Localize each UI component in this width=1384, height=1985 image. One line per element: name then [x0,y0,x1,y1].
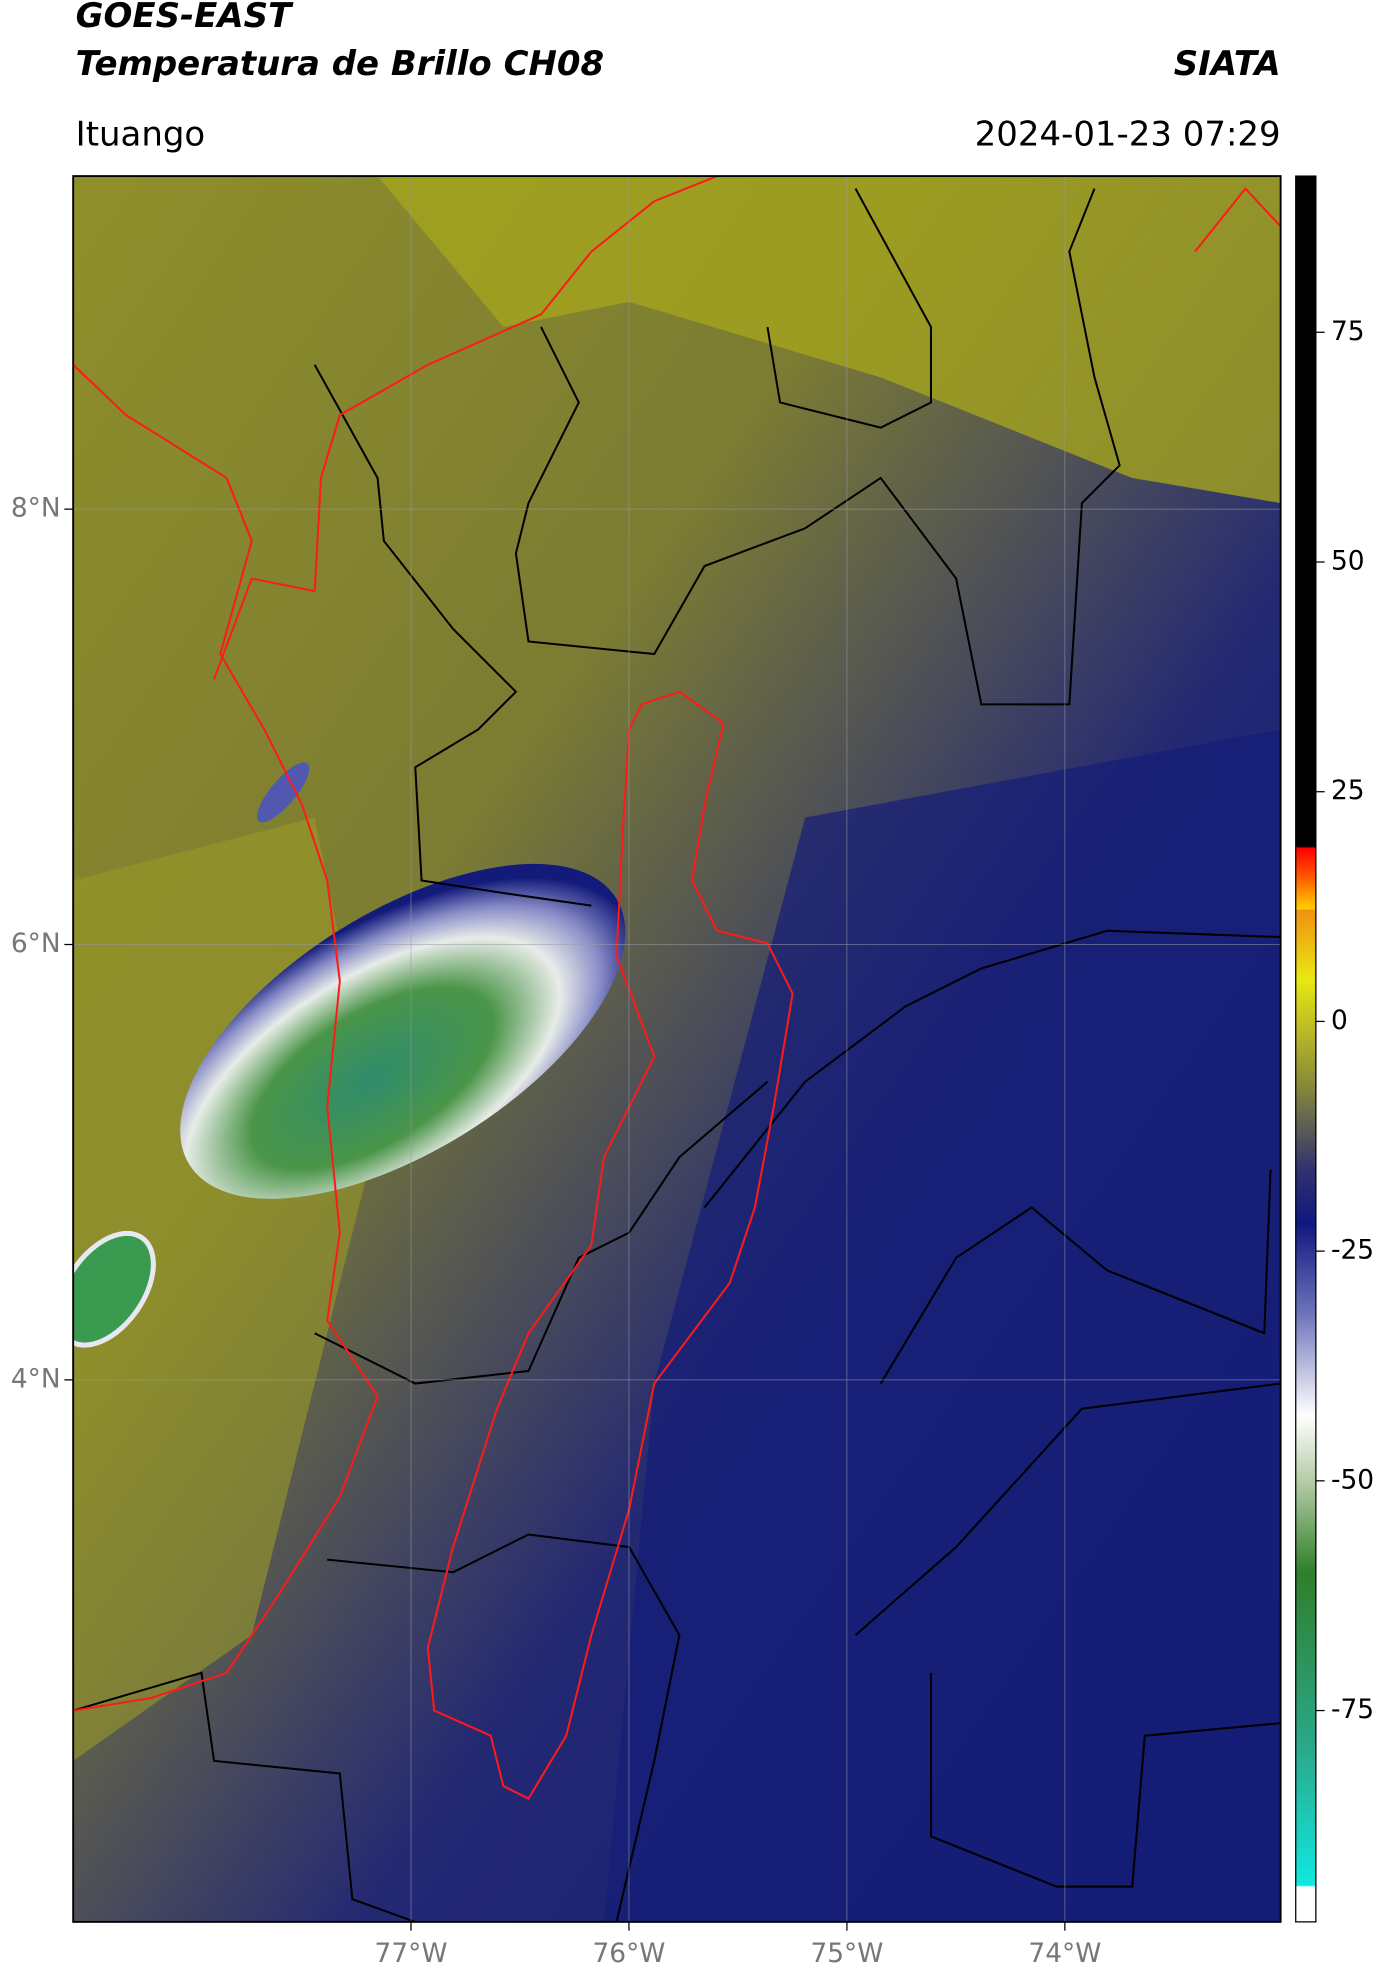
x-tick-label: 75°W [810,1938,883,1969]
warm-region [377,176,1281,504]
colorbar-tick-label: 50 [1331,546,1365,577]
colorbar-tick-label: -75 [1331,1694,1374,1725]
y-tick-label: 8°N [11,493,61,524]
x-tick-label: 74°W [1028,1938,1101,1969]
region-borders [73,176,1281,1800]
y-tick-label: 6°N [11,928,61,959]
map-frame [72,175,1282,1923]
colorbar-tick-label: -25 [1331,1235,1374,1266]
location: Ituango [76,114,206,154]
datetime: 2024-01-23 07:29 [975,114,1281,154]
title: GOES-EAST [76,0,294,36]
cloud-cell [257,762,310,823]
cloud-cell [73,1230,156,1348]
colorbar-tick-label: 0 [1331,1005,1348,1036]
colorbar-tick-label: 25 [1331,775,1365,806]
subtitle: Temperatura de Brillo CH08 [76,44,604,84]
colorbar [1295,175,1317,1923]
y-tick-label: 4°N [11,1363,61,1394]
graticule [73,176,1281,1922]
satellite-image [73,176,1281,1922]
brand: SIATA [1174,44,1281,84]
convective-cloud [180,863,626,1199]
admin-borders [73,188,1281,1922]
colorbar-tick-label: 75 [1331,316,1365,347]
x-tick-label: 77°W [375,1938,448,1969]
cold-region [603,729,1281,1922]
x-tick-label: 76°W [592,1938,665,1969]
colorbar-tick-label: -50 [1331,1464,1374,1495]
